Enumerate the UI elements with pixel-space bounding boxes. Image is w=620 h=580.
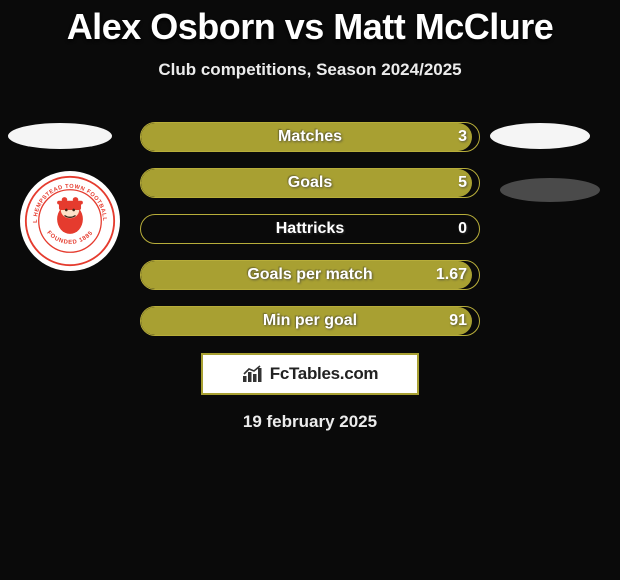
stat-bar: Goals per match1.67	[140, 260, 480, 290]
stat-bar: Hattricks0	[140, 214, 480, 244]
player-right-shadow-ellipse	[500, 178, 600, 202]
player-left-ellipse	[8, 123, 112, 149]
stat-bar: Goals5	[140, 168, 480, 198]
date-text: 19 february 2025	[0, 412, 620, 432]
stat-bar-value: 0	[458, 220, 467, 238]
stat-bar-fill	[141, 261, 472, 289]
stat-bars: Matches3 Goals5 Hattricks0 Goals per match1…	[140, 122, 480, 352]
club-crest-svg: HEMEL HEMPSTEAD TOWN FOOTBALL CLUB FOUND…	[24, 175, 116, 267]
stat-bar: Min per goal91	[140, 306, 480, 336]
brand-chart-icon	[242, 365, 264, 383]
player-right-ellipse	[490, 123, 590, 149]
club-crest: HEMEL HEMPSTEAD TOWN FOOTBALL CLUB FOUND…	[20, 171, 120, 271]
page-title: Alex Osborn vs Matt McClure	[0, 0, 620, 48]
stat-bar: Matches3	[140, 122, 480, 152]
stat-bar-fill	[141, 307, 472, 335]
stat-bar-label: Hattricks	[141, 220, 479, 238]
stat-bar-fill	[141, 123, 472, 151]
brand-text: FcTables.com	[270, 364, 379, 384]
page-subtitle: Club competitions, Season 2024/2025	[0, 60, 620, 80]
stat-bar-fill	[141, 169, 472, 197]
brand-badge: FcTables.com	[201, 353, 419, 395]
